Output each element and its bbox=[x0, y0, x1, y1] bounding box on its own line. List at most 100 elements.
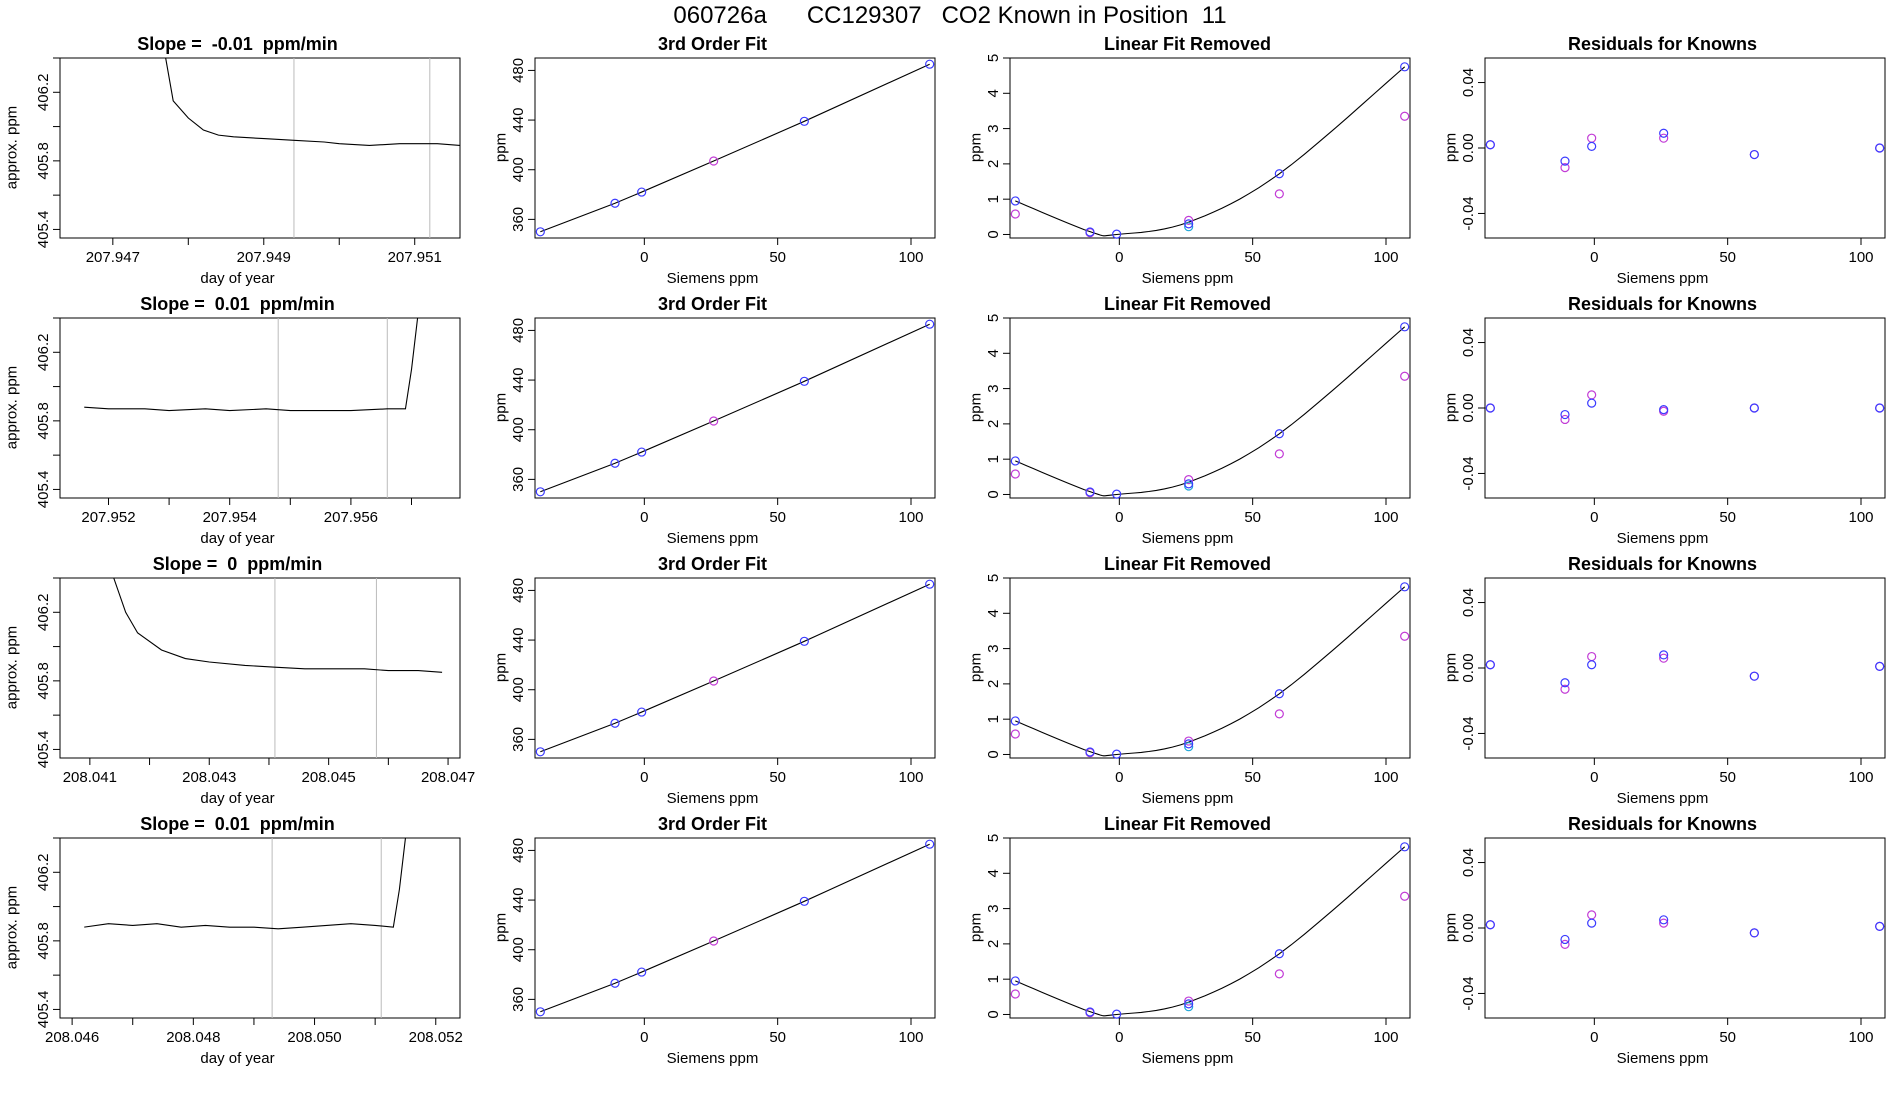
magenta-point bbox=[1400, 631, 1410, 641]
x-tick-label: 100 bbox=[1848, 769, 1873, 786]
series-line bbox=[165, 58, 460, 146]
magenta-point bbox=[1010, 729, 1020, 739]
chart-svg: 0 50 100 0 1 2 3 4 5 bbox=[985, 834, 1411, 1046]
y-tick-label: 406.2 bbox=[35, 74, 52, 112]
y-tick-label: 480 bbox=[510, 318, 527, 343]
panel-title: Residuals for Knowns bbox=[1567, 34, 1758, 54]
chart-svg: 0 50 100 0 1 2 3 4 5 bbox=[985, 574, 1411, 786]
fit-point bbox=[610, 978, 620, 988]
blue-point bbox=[1587, 918, 1597, 928]
chart-svg: 0 50 100 360 400 440 480 bbox=[510, 837, 936, 1046]
plot-frame bbox=[534, 837, 936, 1019]
y-tick-label: 405.8 bbox=[35, 662, 52, 700]
quadratic-curve bbox=[1015, 66, 1406, 237]
y-tick-label: 4 bbox=[985, 89, 1002, 97]
y-axis-label: approx. ppm bbox=[3, 105, 21, 190]
blue-point bbox=[1112, 749, 1122, 759]
x-tick-label: 100 bbox=[1373, 509, 1398, 526]
magenta-point bbox=[1560, 939, 1570, 949]
y-tick-label: 2 bbox=[985, 680, 1002, 688]
y-tick-label: 405.8 bbox=[35, 142, 52, 180]
x-tick-label: 0 bbox=[1115, 249, 1123, 266]
y-tick-label: 480 bbox=[510, 578, 527, 603]
blue-point bbox=[1485, 140, 1495, 150]
magenta-point bbox=[1400, 891, 1410, 901]
panel-title: Linear Fit Removed bbox=[1103, 554, 1272, 574]
chart-svg: 0 50 100 360 400 440 480 bbox=[510, 57, 936, 266]
chart-svg: 0 50 100 0 1 2 3 4 5 bbox=[985, 314, 1411, 526]
plot-frame bbox=[59, 57, 461, 239]
y-tick-label: 440 bbox=[510, 368, 527, 393]
x-tick-label: 208.047 bbox=[421, 769, 475, 786]
x-axis-label: Siemens ppm bbox=[666, 790, 759, 807]
x-tick-label: 207.949 bbox=[237, 249, 291, 266]
magenta-point bbox=[1400, 111, 1410, 121]
magenta-point bbox=[1274, 969, 1284, 979]
fit-point bbox=[925, 839, 935, 849]
fit-point bbox=[799, 896, 809, 906]
plot-frame bbox=[1484, 317, 1886, 499]
y-tick-label: 0.04 bbox=[1460, 328, 1477, 357]
magenta-point bbox=[1010, 209, 1020, 219]
y-tick-label: 0 bbox=[985, 490, 1002, 498]
magenta-point bbox=[1587, 133, 1597, 143]
y-tick-label: 405.4 bbox=[35, 211, 52, 249]
x-axis-label: Siemens ppm bbox=[1141, 270, 1234, 287]
x-tick-label: 50 bbox=[1719, 1029, 1736, 1046]
chart-panel-linear_removed-row3: 0 50 100 0 1 2 3 4 5 Linear Fit Removed Siemens pp… bbox=[950, 550, 1425, 812]
chart-panel-residuals-row1: 0 50 100 -0.04 0.00 0.04 Residuals for Knowns S… bbox=[1425, 30, 1900, 292]
plot-frame bbox=[1484, 57, 1886, 239]
chart-svg: 0 50 100 0 1 2 3 4 5 bbox=[985, 54, 1411, 266]
chart-panel-fit-row1: 0 50 100 360 400 440 480 3rd Order Fit Siemens p… bbox=[475, 30, 950, 292]
y-axis-label: approx. ppm bbox=[3, 885, 21, 970]
y-tick-label: 3 bbox=[985, 904, 1002, 912]
x-tick-label: 100 bbox=[1848, 1029, 1873, 1046]
plot-frame bbox=[1484, 837, 1886, 1019]
y-tick-label: 2 bbox=[985, 420, 1002, 428]
plot-frame bbox=[59, 577, 461, 759]
blue-point bbox=[1560, 678, 1570, 688]
magenta-point bbox=[1184, 215, 1194, 225]
fit-point bbox=[925, 319, 935, 329]
y-tick-label: 1 bbox=[985, 455, 1002, 463]
blue-point bbox=[1659, 128, 1669, 138]
panel-title: 3rd Order Fit bbox=[657, 294, 768, 314]
x-axis-label: day of year bbox=[200, 1050, 275, 1067]
y-tick-label: 5 bbox=[985, 54, 1002, 62]
y-tick-label: 3 bbox=[985, 124, 1002, 132]
y-tick-label: 0.00 bbox=[1460, 393, 1477, 422]
series-line bbox=[113, 578, 443, 673]
x-tick-label: 100 bbox=[1373, 769, 1398, 786]
blue-point bbox=[1659, 650, 1669, 660]
magenta-point bbox=[1659, 653, 1669, 663]
y-tick-label: 5 bbox=[985, 314, 1002, 322]
blue-point bbox=[1085, 1007, 1095, 1017]
fit-point bbox=[799, 636, 809, 646]
blue-point bbox=[1274, 949, 1284, 959]
fit-line bbox=[540, 843, 930, 1013]
plot-frame bbox=[1009, 57, 1411, 239]
fit-line bbox=[540, 323, 930, 493]
y-tick-label: 405.4 bbox=[35, 471, 52, 509]
x-tick-label: 50 bbox=[1719, 769, 1736, 786]
chart-panel-fit-row2: 0 50 100 360 400 440 480 3rd Order Fit Siemens p… bbox=[475, 290, 950, 552]
blue-point bbox=[1400, 62, 1410, 72]
blue-point bbox=[1587, 398, 1597, 408]
y-tick-label: 400 bbox=[510, 677, 527, 702]
chart-svg: 207.952 207.954 207.956 405.4 405.8 406.2 bbox=[35, 317, 461, 526]
x-tick-label: 207.956 bbox=[324, 509, 378, 526]
x-axis-label: Siemens ppm bbox=[1616, 530, 1709, 547]
y-axis-label: ppm bbox=[492, 912, 510, 943]
x-tick-label: 0 bbox=[1590, 509, 1598, 526]
magenta-point bbox=[1560, 414, 1570, 425]
blue-point bbox=[1560, 409, 1570, 420]
y-tick-label: 400 bbox=[510, 937, 527, 962]
blue-point bbox=[1274, 169, 1284, 179]
plot-frame bbox=[59, 837, 461, 1019]
blue-point bbox=[1749, 149, 1759, 160]
y-axis-label: ppm bbox=[967, 652, 985, 683]
blue-point bbox=[1184, 739, 1194, 749]
x-tick-label: 208.045 bbox=[302, 769, 356, 786]
panel-title: 3rd Order Fit bbox=[657, 814, 768, 834]
y-axis-label: ppm bbox=[1442, 392, 1460, 423]
